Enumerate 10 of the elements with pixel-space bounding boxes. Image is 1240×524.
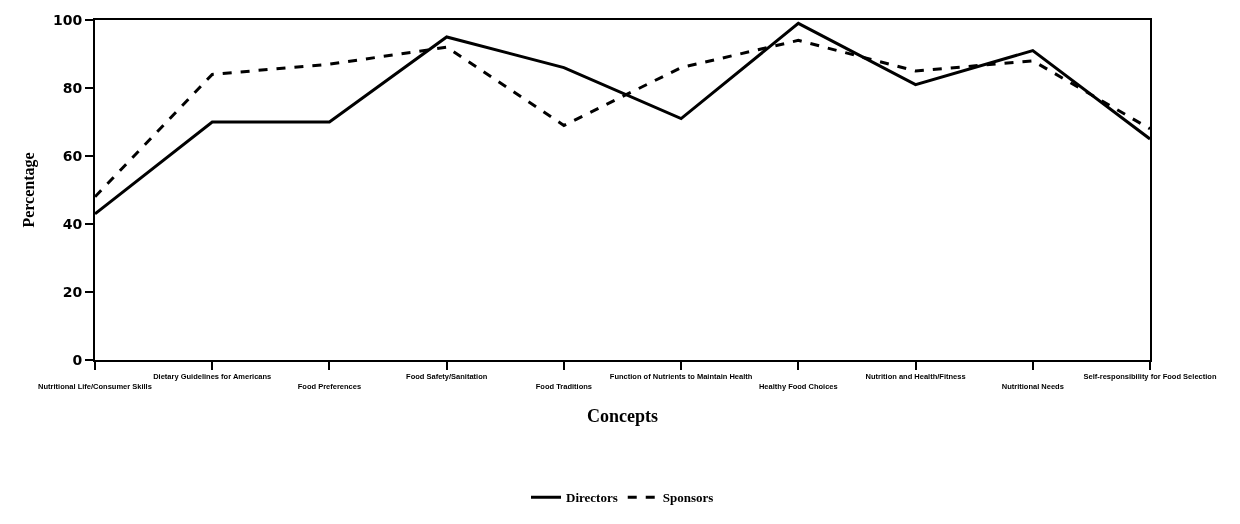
legend-label: Directors bbox=[566, 490, 618, 506]
legend-label: Sponsors bbox=[662, 490, 714, 506]
y-tick-label: 0 bbox=[72, 351, 83, 368]
y-tick-label: 80 bbox=[62, 79, 83, 96]
y-tick-label: 60 bbox=[62, 147, 83, 164]
y-tick-label: 20 bbox=[62, 283, 83, 300]
y-tick-label: 100 bbox=[52, 11, 83, 28]
y-axis-title: Percentage bbox=[20, 152, 39, 228]
x-axis-title: Concepts bbox=[587, 406, 658, 427]
y-tick-label: 40 bbox=[62, 215, 83, 232]
